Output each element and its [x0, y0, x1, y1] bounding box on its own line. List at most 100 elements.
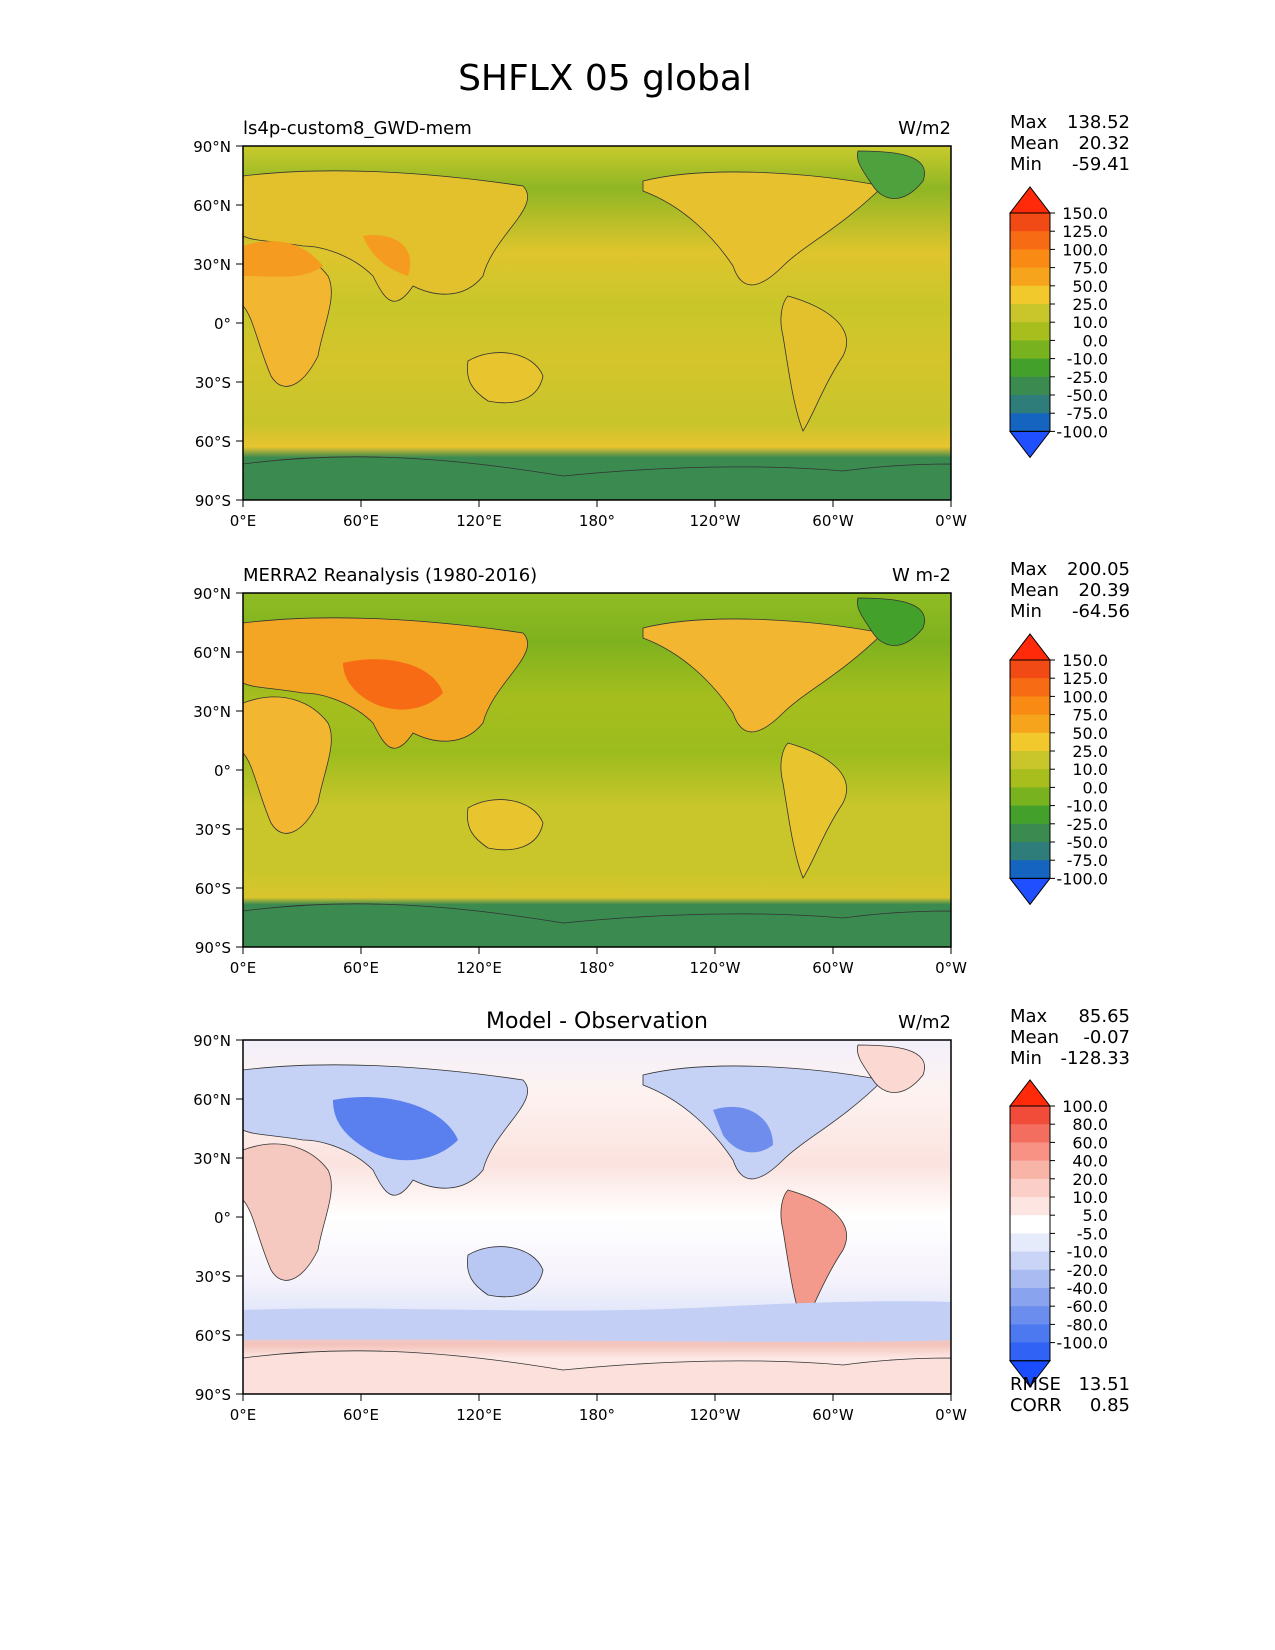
- colorbar-swatch: [1010, 751, 1050, 770]
- x-tick-label: 120°E: [456, 512, 502, 530]
- x-tick-label: 0°W: [935, 959, 967, 977]
- colorbar-swatch: [1010, 1342, 1050, 1362]
- panel-observation: MERRA2 Reanalysis (1980-2016) W m-2 90°N…: [193, 565, 967, 977]
- stat-min-label: Min: [1010, 601, 1042, 622]
- colorbar-label: 150.0: [1062, 204, 1108, 223]
- stat-max-value: 85.65: [1078, 1006, 1130, 1027]
- colorbar-swatch: [1010, 1106, 1050, 1125]
- colorbar-label: 125.0: [1062, 669, 1108, 688]
- colorbar-swatch: [1010, 696, 1050, 716]
- colorbar-swatch: [1010, 1269, 1050, 1289]
- colorbar-swatch: [1010, 1178, 1050, 1198]
- x-tick-label: 60°E: [343, 512, 379, 530]
- colorbar-label: -25.0: [1067, 815, 1108, 834]
- colorbar-model: 150.0125.0100.075.050.025.010.00.0-10.0-…: [1008, 186, 1108, 459]
- x-tick-label: 0°E: [230, 959, 257, 977]
- x-tick-label: 60°W: [812, 1406, 854, 1424]
- colorbar-swatch: [1010, 395, 1050, 414]
- colorbar-swatch: [1010, 1306, 1050, 1325]
- land-tibet-hotspot: [343, 659, 443, 710]
- colorbar-label: 125.0: [1062, 222, 1108, 241]
- colorbar-label: -25.0: [1067, 368, 1108, 387]
- x-tick-label: 180°: [579, 1406, 615, 1424]
- colorbar-swatch: [1010, 769, 1050, 788]
- y-tick-label: 60°S: [195, 880, 231, 898]
- y-tick-labels-difference: 90°N 60°N 30°N 0° 30°S 60°S 90°S: [193, 1032, 231, 1404]
- units-model: W/m2: [898, 118, 951, 139]
- land-antarctica: [243, 903, 951, 947]
- colorbar-label: -10.0: [1067, 350, 1108, 369]
- y-tick-labels-model: 90°N 60°N 30°N 0° 30°S 60°S 90°S: [193, 138, 231, 510]
- colorbar-label: -75.0: [1067, 851, 1108, 870]
- land-australia: [466, 1246, 544, 1298]
- land-south-america: [780, 742, 847, 879]
- stat-min-value: -59.41: [1072, 154, 1130, 175]
- stat-min-label: Min: [1010, 154, 1042, 175]
- stat-mean-label: Mean: [1010, 580, 1059, 601]
- stat-mean-label: Mean: [1010, 1027, 1059, 1048]
- colorbar-swatch: [1010, 823, 1050, 843]
- colorbar-swatch: [1010, 322, 1050, 341]
- stat-max-value: 200.05: [1067, 559, 1130, 580]
- colorbar-label: -10.0: [1067, 1243, 1108, 1262]
- colorbar-swatch: [1010, 249, 1050, 269]
- land-greenland: [856, 1044, 925, 1093]
- left-title-observation: MERRA2 Reanalysis (1980-2016): [243, 565, 537, 586]
- land-africa: [243, 696, 332, 834]
- land-asia-negative: [333, 1096, 458, 1161]
- y-tick-label: 60°S: [195, 1327, 231, 1345]
- x-tick-label: 60°W: [812, 959, 854, 977]
- colorbar-label: -20.0: [1067, 1261, 1108, 1280]
- y-tick-label: 90°N: [193, 138, 231, 156]
- ticks-observation: [236, 592, 952, 954]
- colorbar-swatch: [1010, 267, 1050, 287]
- colorbar-swatch: [1010, 1288, 1050, 1307]
- y-tick-label: 30°N: [193, 256, 231, 274]
- land-greenland: [856, 597, 925, 646]
- colorbar-label: -100.0: [1056, 422, 1108, 441]
- colorbar-swatch: [1010, 376, 1050, 396]
- colorbar-label: 75.0: [1072, 259, 1108, 278]
- y-tick-label: 0°: [214, 1209, 231, 1227]
- colorbar-label: -60.0: [1067, 1297, 1108, 1316]
- y-tick-label: 90°S: [195, 492, 231, 510]
- colorbar-min-extend: [1008, 877, 1052, 906]
- colorbar-label: 0.0: [1083, 331, 1108, 350]
- land-north-america: [642, 171, 884, 286]
- y-tick-label: 60°S: [195, 433, 231, 451]
- stat-min-value: -128.33: [1061, 1048, 1130, 1069]
- colorbar-swatch: [1010, 1197, 1050, 1216]
- corr-value: 0.85: [1090, 1395, 1130, 1416]
- y-tick-label: 0°: [214, 315, 231, 333]
- stats-difference: Max 85.65 Mean -0.07 Min -128.33: [1010, 1006, 1130, 1069]
- land-antarctica: [243, 456, 951, 500]
- x-tick-label: 120°W: [690, 512, 741, 530]
- x-tick-label: 180°: [579, 959, 615, 977]
- colorbar-label: -40.0: [1067, 1279, 1108, 1298]
- colorbar-label: -100.0: [1056, 869, 1108, 888]
- colorbar-swatch: [1010, 732, 1050, 752]
- colorbar-swatch: [1010, 1251, 1050, 1271]
- stats-observation: Max 200.05 Mean 20.39 Min -64.56: [1010, 559, 1130, 622]
- colorbar-label: -80.0: [1067, 1315, 1108, 1334]
- metrics-difference: RMSE 13.51 CORR 0.85: [1010, 1374, 1130, 1416]
- y-tick-label: 0°: [214, 762, 231, 780]
- colorbar-label: -50.0: [1067, 833, 1108, 852]
- colorbar-swatch: [1010, 678, 1050, 697]
- x-tick-label: 0°W: [935, 1406, 967, 1424]
- y-tick-label: 90°N: [193, 585, 231, 603]
- colorbar-min-extend: [1008, 430, 1052, 459]
- colorbar-max-extend: [1008, 633, 1052, 661]
- colorbar-swatch: [1010, 304, 1050, 323]
- land-sahara: [243, 241, 323, 277]
- x-tick-labels-model: 0°E 60°E 120°E 180° 120°W 60°W 0°W: [230, 512, 967, 530]
- y-tick-label: 90°S: [195, 1386, 231, 1404]
- x-tick-label: 60°E: [343, 1406, 379, 1424]
- y-tick-label: 90°N: [193, 1032, 231, 1050]
- y-tick-label: 60°N: [193, 1091, 231, 1109]
- x-tick-label: 180°: [579, 512, 615, 530]
- stat-min-label: Min: [1010, 1048, 1042, 1069]
- panel-model: ls4p-custom8_GWD-mem W/m2 90°N 60°N 30°N…: [193, 118, 967, 530]
- x-tick-label: 0°E: [230, 1406, 257, 1424]
